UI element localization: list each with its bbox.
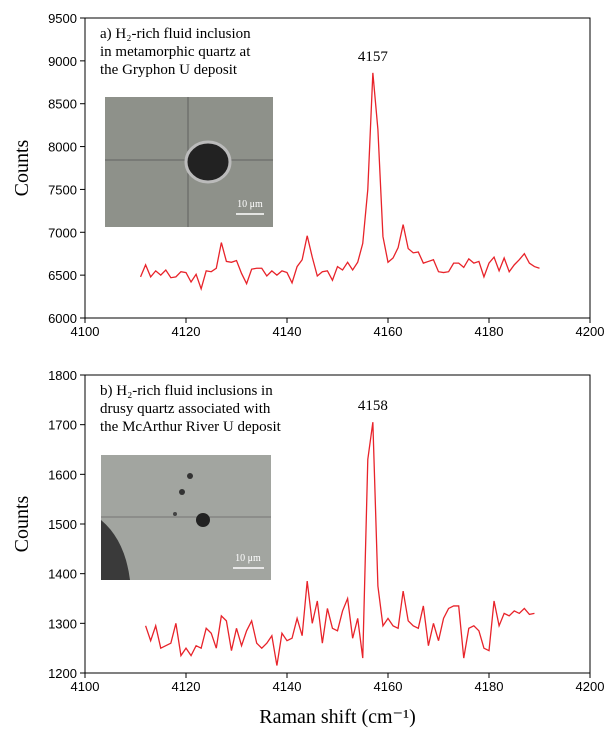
- peak-label: 4158: [358, 398, 388, 414]
- x-tick-label: 4120: [172, 679, 201, 694]
- x-tick-label: 4180: [475, 324, 504, 339]
- x-tick-label: 4120: [172, 324, 201, 339]
- y-tick-label: 1200: [48, 666, 77, 681]
- y-tick-label: 6500: [48, 268, 77, 283]
- spectrum-line: [139, 72, 540, 292]
- x-tick-label: 4100: [71, 679, 100, 694]
- annotation: drusy quartz associated with: [100, 401, 271, 417]
- plot-frame: [84, 17, 591, 319]
- y-tick-label: 1600: [48, 467, 77, 482]
- x-tick-label: 4160: [374, 324, 403, 339]
- micrograph-b: [101, 455, 271, 580]
- y-tick-label: 1700: [48, 418, 77, 433]
- y-tick-label: 1800: [48, 368, 77, 383]
- y-tick-label: 8500: [48, 97, 77, 112]
- y-tick-label: 6000: [48, 311, 77, 326]
- y-tick-label: 8000: [48, 140, 77, 155]
- x-tick-label: 4140: [273, 324, 302, 339]
- y-tick-label: 1500: [48, 517, 77, 532]
- x-axis-label: Raman shift (cm⁻¹): [259, 706, 416, 728]
- x-tick-label: 4100: [71, 324, 100, 339]
- x-tick-label: 4140: [273, 679, 302, 694]
- x-tick-label: 4200: [576, 324, 605, 339]
- y-tick-label: 9500: [48, 11, 77, 26]
- y-tick-label: 7500: [48, 182, 77, 197]
- annotation: in metamorphic quartz at: [100, 44, 251, 60]
- y-tick-label: 1400: [48, 567, 77, 582]
- y-tick-label: 7000: [48, 225, 77, 240]
- x-tick-label: 4200: [576, 679, 605, 694]
- peak-label: 4157: [358, 49, 389, 65]
- annotation: a) H₂-rich fluid inclusion: [100, 26, 251, 42]
- micrograph-a: [105, 97, 273, 227]
- x-tick-label: 4180: [475, 679, 504, 694]
- x-tick-label: 4160: [374, 679, 403, 694]
- scale-label: 10 μm: [237, 199, 263, 210]
- y-axis-label: Counts: [11, 495, 33, 552]
- y-axis-label: Counts: [11, 139, 33, 196]
- y-tick-label: 1300: [48, 616, 77, 631]
- scale-label: 10 μm: [235, 553, 261, 564]
- annotation: b) H₂-rich fluid inclusions in: [100, 383, 273, 399]
- annotation: the Gryphon U deposit: [100, 62, 238, 78]
- y-tick-label: 9000: [48, 54, 77, 69]
- annotation: the McArthur River U deposit: [100, 419, 282, 435]
- spectrum-line: [144, 422, 535, 666]
